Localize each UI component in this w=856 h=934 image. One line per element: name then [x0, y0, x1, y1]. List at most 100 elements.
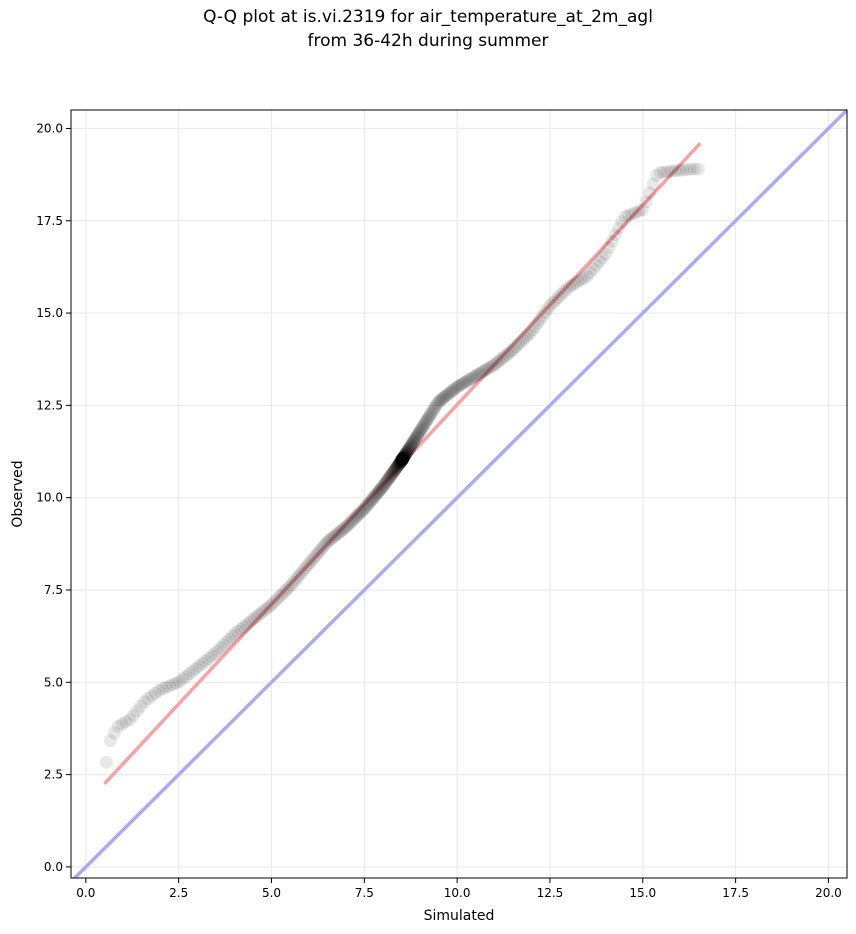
data-point: [422, 410, 436, 424]
data-point: [353, 506, 367, 520]
data-point: [277, 585, 291, 599]
data-point: [420, 413, 434, 427]
data-point: [394, 454, 408, 468]
data-point: [427, 402, 441, 416]
data-point: [430, 397, 444, 411]
data-point: [396, 452, 410, 466]
data-point: [288, 573, 302, 587]
data-point: [415, 420, 429, 434]
data-point: [356, 503, 370, 517]
data-point: [334, 524, 348, 538]
data-point: [505, 344, 519, 358]
data-point: [599, 247, 613, 261]
data-point: [405, 437, 419, 451]
data-point: [166, 678, 180, 692]
data-point: [395, 452, 409, 466]
data-point: [372, 484, 386, 498]
data-point: [189, 662, 203, 676]
data-point: [347, 512, 361, 526]
data-point: [473, 367, 487, 381]
data-point: [398, 448, 412, 462]
data-point: [421, 412, 435, 426]
data-point: [357, 502, 371, 516]
data-point: [148, 686, 162, 700]
data-point: [172, 675, 186, 689]
data-point: [395, 452, 409, 466]
data-point: [385, 467, 399, 481]
data-point: [528, 319, 542, 333]
data-point: [107, 726, 121, 740]
data-point: [399, 447, 413, 461]
data-point: [496, 351, 510, 365]
data-point: [198, 654, 212, 668]
data-point: [239, 618, 253, 632]
data-point: [279, 583, 293, 597]
data-point: [395, 453, 409, 467]
data-point: [404, 439, 418, 453]
data-point: [320, 535, 334, 549]
data-point: [395, 452, 409, 466]
data-point: [176, 672, 190, 686]
data-point: [397, 449, 411, 463]
y-tick-label: 5.0: [44, 675, 63, 689]
data-point: [365, 493, 379, 507]
data-point: [482, 361, 496, 375]
data-point: [568, 276, 582, 290]
data-point: [478, 363, 492, 377]
data-point: [402, 442, 416, 456]
data-point: [406, 436, 420, 450]
data-point: [103, 734, 117, 748]
data-point: [234, 622, 248, 636]
data-point: [484, 360, 498, 374]
data-point: [375, 480, 389, 494]
data-point: [657, 165, 671, 179]
data-point: [145, 689, 159, 703]
data-point: [411, 428, 425, 442]
data-point: [441, 387, 455, 401]
y-tick-label: 15.0: [36, 306, 63, 320]
data-point: [242, 616, 256, 630]
data-point: [275, 588, 289, 602]
data-point: [397, 450, 411, 464]
data-point: [516, 333, 530, 347]
data-point: [393, 456, 407, 470]
data-point: [313, 544, 327, 558]
data-point: [488, 357, 502, 371]
identity-reference-line: [72, 110, 847, 878]
data-point: [387, 465, 401, 479]
data-point: [476, 364, 490, 378]
data-point: [546, 296, 560, 310]
data-point: [316, 539, 330, 553]
y-tick-label: 20.0: [36, 121, 63, 135]
data-point: [350, 509, 364, 523]
data-point: [608, 228, 622, 242]
data-point: [583, 265, 597, 279]
data-point: [130, 704, 144, 718]
data-point: [589, 258, 603, 272]
data-point: [431, 395, 445, 409]
data-point: [399, 446, 413, 460]
data-point: [340, 519, 354, 533]
data-point: [119, 715, 133, 729]
data-point: [401, 443, 415, 457]
data-point: [389, 461, 403, 475]
data-point: [378, 476, 392, 490]
data-point: [141, 692, 155, 706]
data-point: [318, 537, 332, 551]
data-point: [195, 657, 209, 671]
data-point: [541, 302, 555, 316]
data-point: [123, 713, 137, 727]
data-point: [315, 542, 329, 556]
data-point: [668, 164, 682, 178]
data-point: [396, 452, 410, 466]
data-point: [511, 337, 525, 351]
data-point: [398, 448, 412, 462]
data-point: [393, 456, 407, 470]
data-point: [565, 278, 579, 292]
data-point: [394, 455, 408, 469]
data-point: [602, 241, 616, 255]
data-point: [592, 254, 606, 268]
data-point: [366, 491, 380, 505]
data-point: [383, 469, 397, 483]
